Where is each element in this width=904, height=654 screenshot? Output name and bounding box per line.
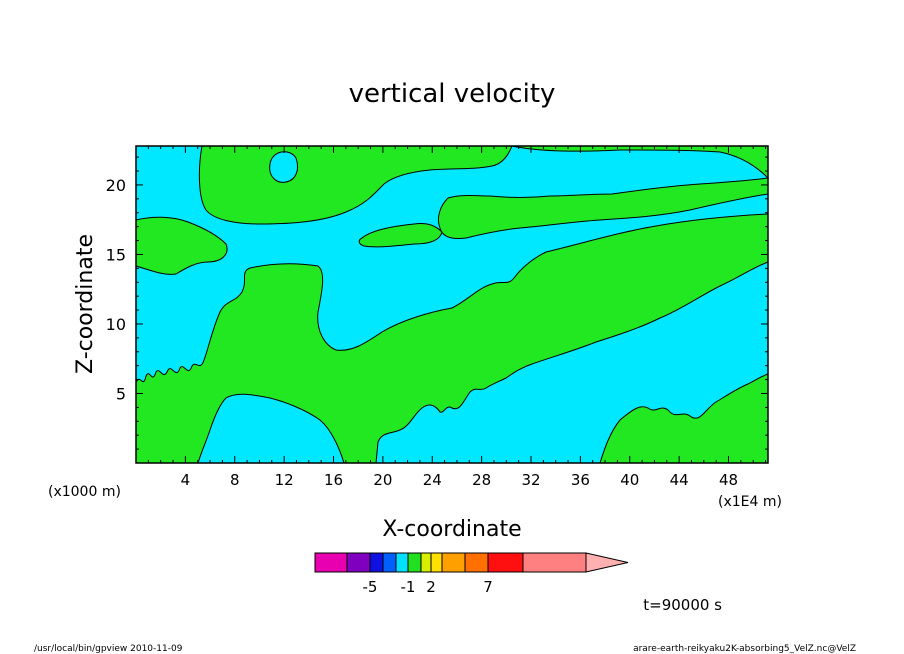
y-axis-label: Z-coordinate <box>73 234 98 374</box>
colorbar-extend-arrow <box>585 552 629 573</box>
plot-area <box>135 145 770 464</box>
x-tick-label-9: 40 <box>620 471 639 489</box>
colorbar-swatch-7 <box>430 552 443 573</box>
colorbar: -5 -1 2 7 <box>314 552 629 596</box>
x-tick-label-3: 16 <box>324 471 343 489</box>
colorbar-swatch-4 <box>395 552 409 573</box>
x-tick-label-8: 36 <box>571 471 590 489</box>
colorbar-swatch-1 <box>346 552 371 573</box>
positive-region-upper-right <box>437 145 770 239</box>
x-tick-label-0: 4 <box>181 471 191 489</box>
x-axis-label: X-coordinate <box>382 517 521 542</box>
positive-region-lower <box>135 213 769 464</box>
plot-frame <box>135 145 769 464</box>
colorbar-swatch-9 <box>464 552 489 573</box>
colorbar-label-2: 2 <box>426 578 436 596</box>
x-tick-label-4: 20 <box>373 471 392 489</box>
x-axis-ticks: 4 8 12 16 20 24 28 32 36 40 44 48 <box>147 146 767 489</box>
colorbar-swatch-11 <box>522 552 587 573</box>
colorbar-swatch-3 <box>382 552 397 573</box>
positive-region-mid-right <box>358 223 443 248</box>
colorbar-swatch-2 <box>369 552 384 573</box>
positive-region-right-bottom <box>599 373 769 464</box>
colorbar-swatch-6 <box>420 552 432 573</box>
time-label: t=90000 s <box>643 596 722 614</box>
y-axis-ticks: 5 10 15 20 <box>106 156 768 450</box>
colorbar-label-3: 7 <box>483 578 493 596</box>
x-tick-label-10: 44 <box>670 471 689 489</box>
colorbar-label-1: -1 <box>401 578 416 596</box>
y-tick-label-1: 10 <box>106 315 126 334</box>
negative-hole-12 <box>269 151 299 183</box>
footer-right: arare-earth-reikyaku2K-absorbing5_VelZ.n… <box>633 644 856 654</box>
y-tick-label-3: 20 <box>106 176 126 195</box>
colorbar-swatch-10 <box>487 552 524 573</box>
x-tick-label-6: 28 <box>472 471 491 489</box>
x-units-left: (x1000 m) <box>48 484 121 500</box>
colorbar-swatch-0 <box>314 552 348 573</box>
colorbar-swatch-8 <box>441 552 466 573</box>
x-tick-label-2: 12 <box>275 471 294 489</box>
footer-left: /usr/local/bin/gpview 2010-11-09 <box>34 644 183 654</box>
chart-title: vertical velocity <box>349 79 556 109</box>
positive-region-left-blob <box>135 216 228 275</box>
x-units-right: (x1E4 m) <box>718 494 782 510</box>
x-tick-label-5: 24 <box>423 471 442 489</box>
colorbar-label-0: -5 <box>363 578 378 596</box>
y-tick-label-0: 5 <box>116 384 126 403</box>
x-tick-label-1: 8 <box>230 471 240 489</box>
y-tick-label-2: 15 <box>106 245 126 264</box>
x-tick-label-7: 32 <box>521 471 540 489</box>
x-tick-label-11: 48 <box>719 471 738 489</box>
colorbar-swatch-5 <box>407 552 422 573</box>
